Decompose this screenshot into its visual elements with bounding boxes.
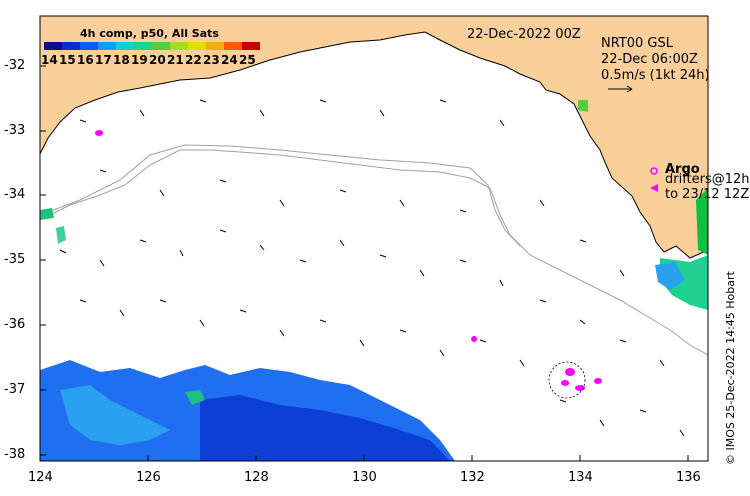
argo-label: Argo — [665, 162, 700, 177]
x-tick-label: 130 — [352, 470, 377, 485]
colorbar-label: 14 — [41, 53, 58, 67]
sst-patches — [40, 188, 708, 461]
y-tick-label: -36 — [4, 317, 26, 332]
y-tick-label: -38 — [4, 447, 26, 462]
drifters-label-1: drifters@12h — [665, 172, 750, 187]
colorbar-label: 22 — [185, 53, 202, 67]
x-ticks — [39, 455, 689, 461]
x-tick-label: 136 — [676, 470, 701, 485]
x-tick-label: 128 — [244, 470, 269, 485]
x-tick-label: 124 — [28, 470, 53, 485]
y-ticks — [40, 65, 46, 456]
date-label: 22-Dec-2022 00Z — [467, 27, 581, 42]
colorbar-label: 23 — [203, 53, 220, 67]
colorbar-label: 24 — [221, 53, 238, 67]
colorbar-label: 20 — [149, 53, 166, 67]
map-frame — [39, 15, 709, 462]
shelf-contour-inner — [39, 144, 521, 247]
nrt-line1: NRT00 GSL — [601, 36, 673, 51]
nrt-line3: 0.5m/s (1kt 24h) — [601, 68, 710, 83]
colorbar-label: 15 — [59, 53, 76, 67]
y-tick-label: -34 — [4, 187, 26, 202]
y-tick-label: -35 — [4, 252, 26, 267]
current-vectors — [59, 99, 685, 437]
colorbar-label: 17 — [95, 53, 112, 67]
colorbar-title: 4h comp, p50, All Sats — [80, 27, 219, 40]
y-tick-label: -33 — [4, 123, 26, 138]
colorbar-label: 21 — [167, 53, 184, 67]
shelf-contour — [39, 149, 709, 356]
nrt-line2: 22-Dec 06:00Z — [601, 52, 698, 67]
colorbar-label: 25 — [239, 53, 256, 67]
drifters-label-2: to 23/12 12Z — [665, 187, 750, 202]
colorbar-label: 18 — [113, 53, 130, 67]
land-area — [39, 15, 709, 259]
colorbar-label: 16 — [77, 53, 94, 67]
colorbar-label: 19 — [131, 53, 148, 67]
y-tick-labels: -32 -33 -34 -35 -36 -37 -38 — [4, 0, 38, 496]
drifter-marker — [650, 184, 658, 192]
drifter-loop — [548, 361, 586, 399]
y-tick-label: -37 — [4, 382, 26, 397]
scale-arrowhead — [626, 85, 633, 93]
x-tick-label: 132 — [460, 470, 485, 485]
x-tick-label: 134 — [568, 470, 593, 485]
y-tick-label: -32 — [4, 58, 26, 73]
x-tick-labels: 124 126 128 130 132 134 136 — [0, 470, 750, 490]
credit-text: © IMOS 25-Dec-2022 14:45 Hobart — [724, 271, 737, 465]
colorbar — [44, 42, 260, 50]
sst-green-spot — [578, 100, 588, 112]
x-tick-label: 126 — [136, 470, 161, 485]
argo-marker — [650, 167, 658, 175]
